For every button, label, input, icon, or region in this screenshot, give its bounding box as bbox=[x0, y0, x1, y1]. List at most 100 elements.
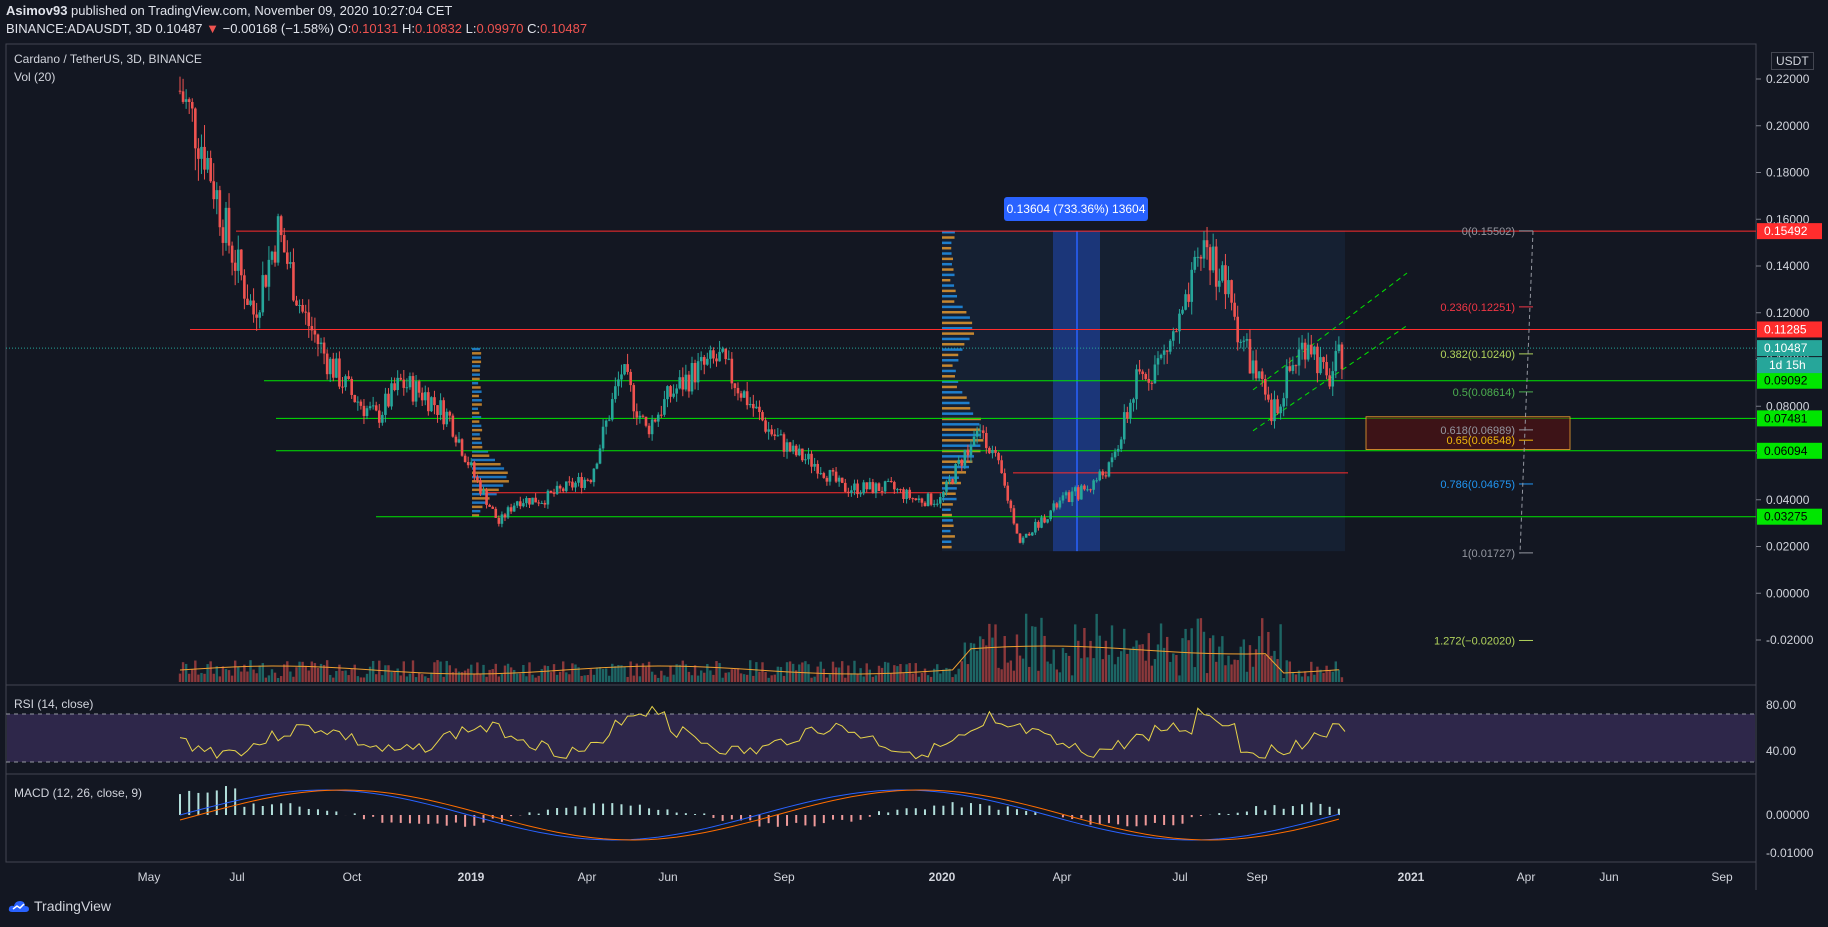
candle-body bbox=[1279, 407, 1282, 414]
volume-profile-bar bbox=[472, 403, 482, 406]
volume-profile-bar bbox=[472, 365, 480, 368]
volume-bar bbox=[409, 674, 411, 682]
macd-histogram-bar bbox=[289, 803, 291, 815]
candle-body bbox=[504, 514, 507, 517]
candle-body bbox=[574, 483, 577, 488]
candle-body bbox=[973, 437, 976, 446]
volume-bar bbox=[1240, 647, 1242, 682]
candle-body bbox=[1028, 534, 1031, 536]
candle-body bbox=[455, 437, 458, 443]
volume-profile-bar bbox=[942, 535, 955, 538]
volume-bar bbox=[740, 673, 742, 682]
macd-histogram-bar bbox=[363, 815, 365, 819]
candle-body bbox=[387, 394, 390, 407]
candle-body bbox=[691, 363, 694, 391]
candle-body bbox=[234, 263, 237, 271]
volume-bar bbox=[1135, 640, 1137, 682]
volume-bar bbox=[1218, 647, 1220, 682]
volume-bar bbox=[304, 666, 306, 682]
volume-profile-bar bbox=[942, 412, 973, 415]
volume-bar bbox=[1037, 671, 1039, 682]
volume-bar bbox=[596, 667, 598, 682]
candle-body bbox=[510, 507, 513, 511]
volume-profile-bar bbox=[942, 354, 958, 357]
candle-body bbox=[967, 450, 970, 456]
volume-profile-bar bbox=[472, 433, 480, 436]
volume-bar bbox=[841, 661, 843, 682]
currency-button[interactable]: USDT bbox=[1771, 52, 1814, 70]
macd-histogram-bar bbox=[768, 815, 770, 823]
macd-histogram-bar bbox=[906, 808, 908, 815]
volume-bar bbox=[568, 674, 570, 682]
macd-histogram-bar bbox=[676, 813, 678, 815]
candle-body bbox=[1273, 399, 1276, 421]
volume-bar bbox=[1175, 655, 1177, 682]
candle-body bbox=[525, 498, 528, 503]
volume-bar bbox=[1040, 618, 1042, 682]
volume-bar bbox=[544, 666, 546, 682]
volume-profile-bar bbox=[942, 487, 957, 490]
volume-bar bbox=[274, 673, 276, 682]
volume-bar bbox=[553, 664, 555, 682]
candle-body bbox=[375, 405, 378, 410]
volume-bar bbox=[774, 675, 776, 682]
candle-body bbox=[593, 469, 596, 482]
volume-bar bbox=[887, 663, 889, 682]
macd-histogram-bar bbox=[1126, 815, 1128, 826]
y-tick-label: 0.00000 bbox=[1766, 586, 1810, 600]
volume-bar bbox=[679, 665, 681, 682]
volume-bar bbox=[746, 675, 748, 682]
volume-bar bbox=[335, 671, 337, 682]
candle-body bbox=[1319, 357, 1322, 373]
volume-bar bbox=[1184, 629, 1186, 682]
volume-bar bbox=[378, 661, 380, 682]
candle-body bbox=[823, 473, 826, 478]
candle-body bbox=[498, 518, 501, 524]
volume-bar bbox=[1022, 659, 1024, 682]
volume-bar bbox=[442, 677, 444, 682]
candle-body bbox=[381, 415, 384, 423]
candle-body bbox=[773, 434, 776, 436]
candle-body bbox=[948, 479, 951, 481]
candle-body bbox=[320, 343, 323, 344]
volume-bar bbox=[1013, 671, 1015, 682]
volume-bar bbox=[203, 674, 205, 682]
candle-body bbox=[212, 181, 215, 199]
candle-body bbox=[933, 504, 936, 505]
y-tick-label: 0.02000 bbox=[1766, 540, 1810, 554]
volume-bar bbox=[1252, 667, 1254, 682]
candle-body bbox=[1218, 281, 1221, 287]
candle-body bbox=[700, 357, 703, 361]
volume-bar bbox=[1212, 635, 1214, 682]
volume-profile-bar bbox=[942, 274, 955, 277]
candle-body bbox=[1126, 412, 1129, 418]
macd-histogram-bar bbox=[814, 815, 816, 826]
volume-profile-bar bbox=[942, 263, 952, 266]
candle-body bbox=[586, 480, 589, 481]
candle-body bbox=[1264, 379, 1267, 395]
volume-profile-bar bbox=[472, 412, 479, 415]
macd-histogram-bar bbox=[648, 808, 650, 815]
volume-bar bbox=[973, 644, 975, 682]
candle-body bbox=[323, 343, 326, 354]
candle-body bbox=[577, 477, 580, 483]
volume-bar bbox=[396, 669, 398, 682]
macd-histogram-bar bbox=[280, 803, 282, 815]
volume-bar bbox=[200, 673, 202, 682]
volume-bar bbox=[406, 676, 408, 682]
candle-body bbox=[645, 417, 648, 426]
candle-body bbox=[292, 262, 295, 300]
candle-body bbox=[1080, 486, 1083, 500]
volume-bar bbox=[1335, 661, 1337, 682]
macd-histogram-bar bbox=[556, 808, 558, 815]
volume-bar bbox=[633, 676, 635, 682]
volume-bar bbox=[341, 671, 343, 682]
y-tick-label: 0.12000 bbox=[1766, 306, 1810, 320]
price-axis-badge-text: 0.11285 bbox=[1764, 322, 1807, 336]
volume-bar bbox=[427, 678, 429, 682]
candle-body bbox=[436, 405, 439, 415]
y-tick-label: 0.18000 bbox=[1766, 166, 1810, 180]
volume-bar bbox=[225, 669, 227, 682]
macd-histogram-bar bbox=[860, 815, 862, 820]
